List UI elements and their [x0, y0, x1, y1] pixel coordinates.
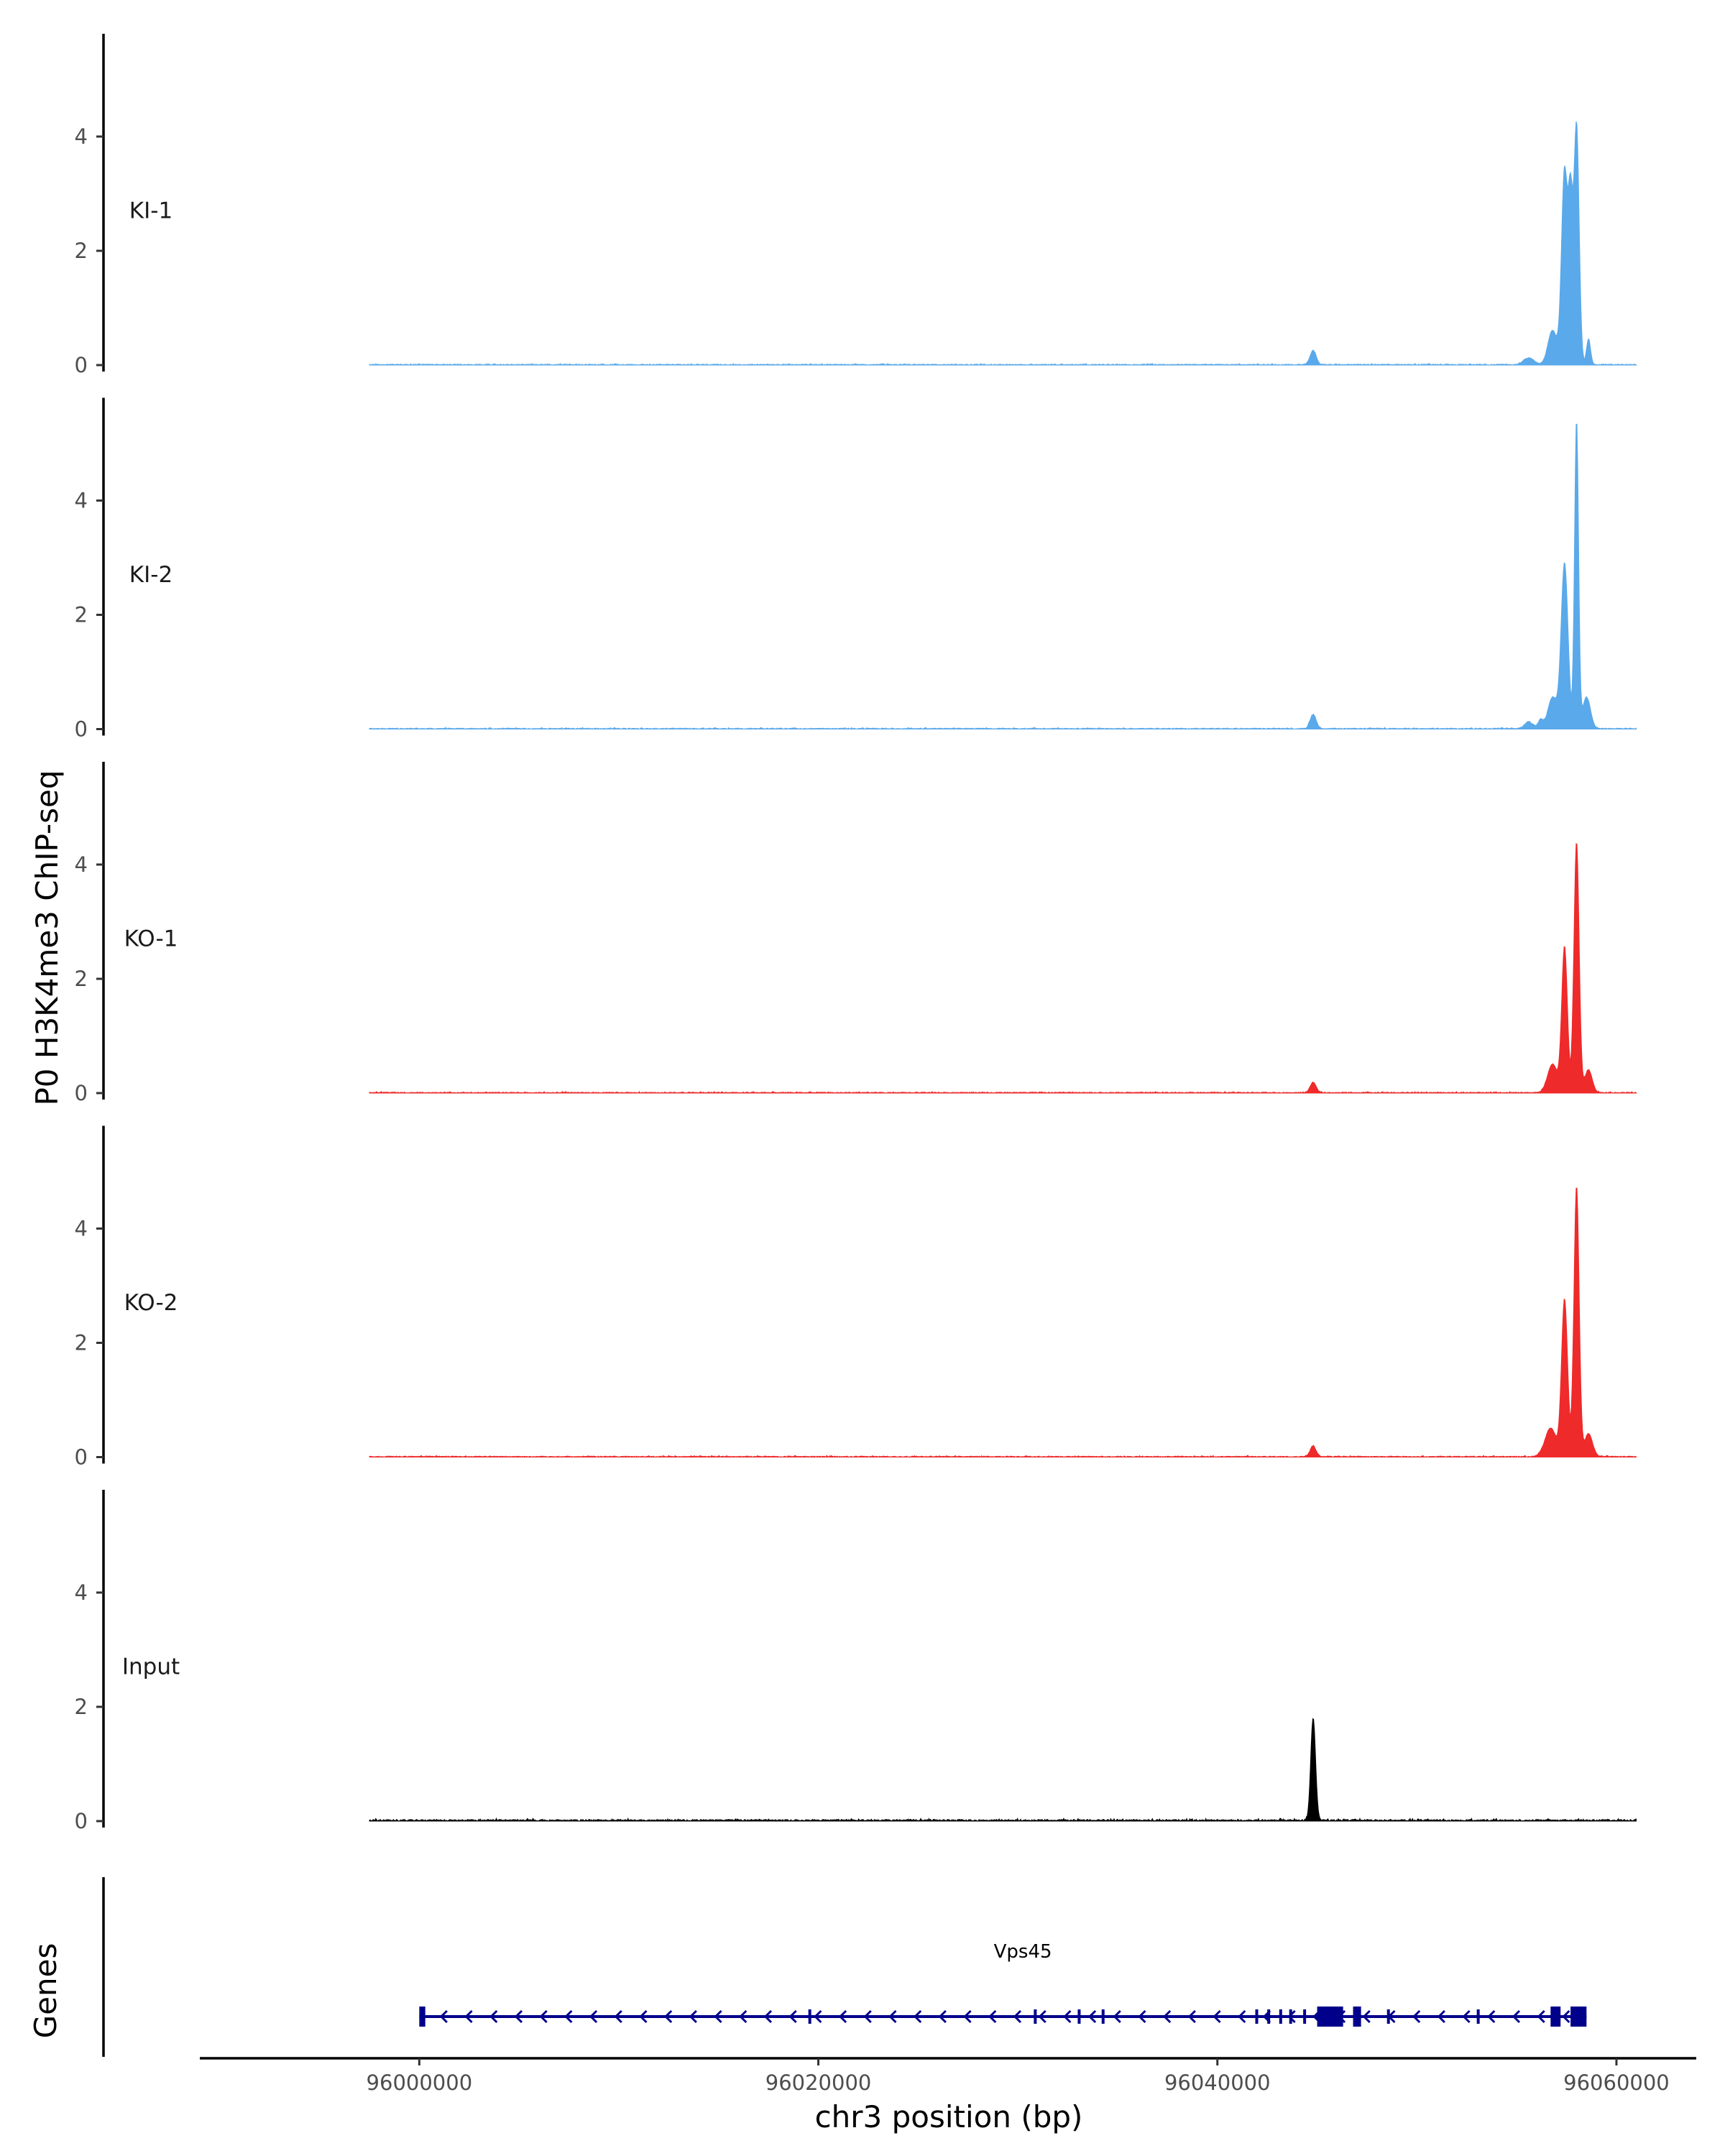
strand-arrow [664, 2009, 673, 2024]
exon [1289, 2009, 1292, 2024]
strand-arrow [1512, 2009, 1521, 2024]
strand-arrow [1013, 2009, 1022, 2024]
y-tick-label: 2 [75, 1695, 88, 1719]
y-tick-label: 4 [75, 124, 88, 149]
strand-arrow [1113, 2009, 1121, 2024]
track-input: 0 2 4 Input [75, 1490, 1637, 1833]
y-tick-label: 0 [75, 1081, 88, 1105]
exon [808, 2009, 811, 2024]
track-ko-1: 0 2 4 KO-1 [75, 762, 1637, 1105]
y-tick-label: 2 [75, 239, 88, 263]
y-tick-label: 0 [75, 353, 88, 377]
strand-arrow [489, 2009, 498, 2024]
x-tick-label: 96020000 [765, 2070, 872, 2095]
strand-arrow [1238, 2009, 1246, 2024]
strand-arrow [1163, 2009, 1172, 2024]
strand-arrow [763, 2009, 773, 2024]
y-tick-label: 0 [75, 1809, 88, 1833]
y-tick-label: 4 [75, 489, 88, 513]
strand-arrow [888, 2009, 897, 2024]
exon [1386, 2009, 1390, 2024]
strand-arrow [788, 2009, 797, 2024]
y-tick-label: 4 [75, 852, 88, 877]
y-tick-label: 0 [75, 717, 88, 742]
strand-arrow [564, 2009, 573, 2024]
x-tick-label: 96060000 [1563, 2070, 1670, 2095]
track-ko-2: 0 2 4 KO-2 [75, 1125, 1637, 1470]
strand-arrow [914, 2009, 922, 2024]
exon [1303, 2009, 1307, 2024]
y-tick-label: 2 [75, 1331, 88, 1355]
coverage-area [369, 423, 1637, 730]
x-tick-label: 96000000 [367, 2070, 473, 2095]
exon [1101, 2009, 1105, 2024]
coverage-area [369, 1718, 1637, 1822]
exon [1034, 2009, 1037, 2024]
strand-arrow [739, 2009, 748, 2024]
coverage-tracks: 0 2 4 KI-1 0 2 4 KI-2 0 2 4 KO-1 0 2 4 KO-2 0 2 4 Input [75, 34, 1637, 1833]
track-ki-2: 0 2 4 KI-2 [75, 397, 1637, 742]
strand-arrow [1213, 2009, 1221, 2024]
strand-arrow [1063, 2009, 1072, 2024]
strand-arrow [838, 2009, 847, 2024]
strand-arrow [1138, 2009, 1146, 2024]
y-axis-title: P0 H3K4me3 ChIP-seq [29, 770, 65, 1105]
track-ki-1: 0 2 4 KI-1 [75, 34, 1637, 377]
strand-arrow [1562, 2009, 1570, 2024]
track-label: KO-2 [124, 1290, 178, 1316]
track-label: KI-2 [129, 562, 172, 588]
y-tick-label: 2 [75, 603, 88, 627]
exon [1317, 2007, 1343, 2027]
strand-arrow [1462, 2009, 1471, 2024]
exon [1279, 2009, 1282, 2024]
track-label: KO-1 [124, 926, 178, 952]
strand-arrow [1537, 2009, 1545, 2024]
coverage-area [369, 843, 1637, 1094]
x-axis-title: chr3 position (bp) [815, 2099, 1083, 2134]
y-tick-label: 4 [75, 1580, 88, 1605]
strand-arrow [714, 2009, 722, 2024]
strand-arrow [963, 2009, 972, 2024]
strand-arrow [639, 2009, 648, 2024]
strand-arrow [1487, 2009, 1496, 2024]
x-axis: 96000000 96020000 96040000 96060000 [200, 2057, 1696, 2095]
exon [1267, 2009, 1271, 2024]
strand-arrow [514, 2009, 523, 2024]
y-tick-label: 2 [75, 967, 88, 991]
strand-arrow [589, 2009, 598, 2024]
gene-name-label: Vps45 [994, 1941, 1052, 1963]
exon [1550, 2007, 1561, 2027]
strand-arrow [1187, 2009, 1196, 2024]
strand-arrow [689, 2009, 697, 2024]
exon [1353, 2007, 1361, 2027]
y-tick-label: 0 [75, 1445, 88, 1470]
strand-arrow [1087, 2009, 1097, 2024]
strand-arrow [988, 2009, 997, 2024]
strand-arrow [1412, 2009, 1421, 2024]
strand-arrow [464, 2009, 473, 2024]
gene-track: Vps45 [102, 1877, 1587, 2057]
strand-arrow [439, 2009, 448, 2024]
coverage-area [369, 1187, 1637, 1458]
exon [419, 2007, 426, 2027]
track-label: Input [122, 1654, 180, 1680]
exon [1077, 2009, 1081, 2024]
strand-arrow [938, 2009, 947, 2024]
track-label: KI-1 [129, 198, 172, 224]
strand-arrow [1437, 2009, 1445, 2024]
strand-arrow [814, 2009, 822, 2024]
y-tick-label: 4 [75, 1217, 88, 1241]
x-tick-label: 96040000 [1164, 2070, 1271, 2095]
exon [1255, 2009, 1259, 2024]
exon [1570, 2007, 1587, 2027]
coverage-area [369, 121, 1637, 366]
strand-arrow [539, 2009, 548, 2024]
strand-arrow [863, 2009, 872, 2024]
exon [1476, 2009, 1480, 2024]
strand-arrow [1038, 2009, 1046, 2024]
genes-axis-title: Genes [28, 1943, 63, 2039]
strand-arrow [1362, 2009, 1371, 2024]
strand-arrow [614, 2009, 622, 2024]
